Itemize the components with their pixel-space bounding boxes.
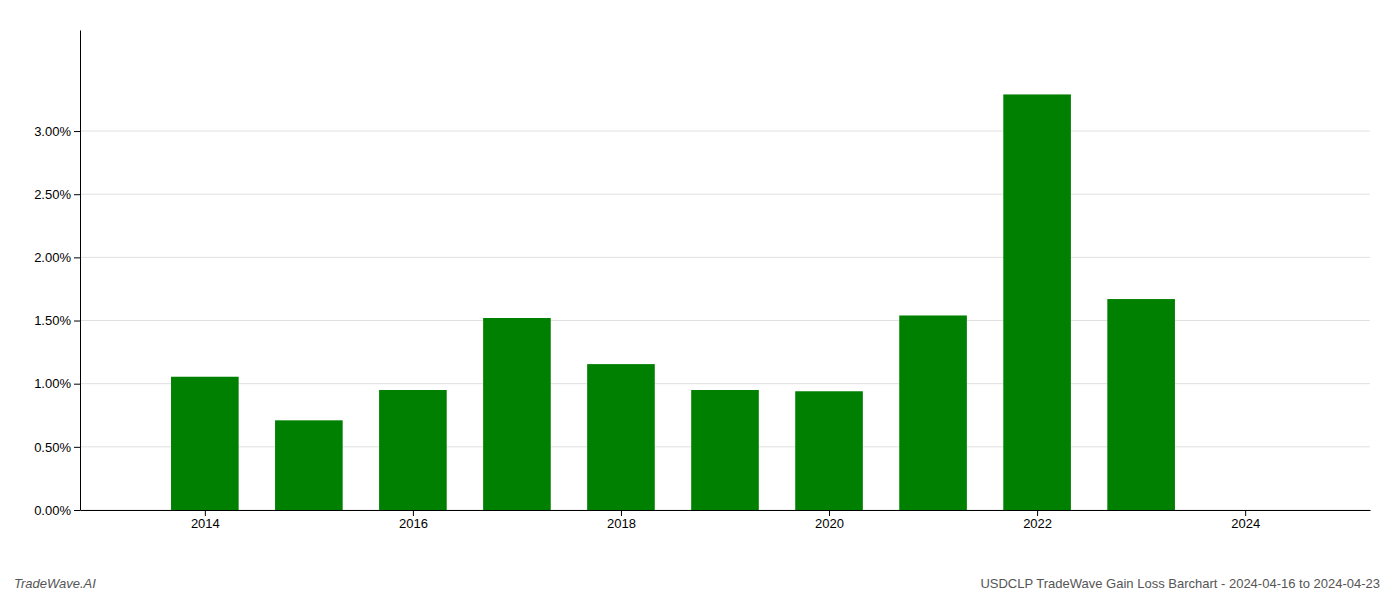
y-tick-mark [74, 321, 80, 322]
y-tick: 1.50% [34, 313, 80, 328]
chart: 2014 2016 2018 2020 2022 2024 0.00% 0.50% 1.00% 1… [0, 0, 1400, 600]
y-tick-label: 1.00% [34, 376, 71, 391]
grid [80, 131, 1370, 510]
x-tick-label: 2016 [399, 516, 428, 531]
y-tick: 0.00% [34, 503, 80, 518]
title: USDCLP TradeWave Gain Loss Barchart - 20… [980, 576, 1380, 591]
x-tick: 2022 [1023, 510, 1052, 531]
bar [691, 390, 759, 510]
plot: 2014 2016 2018 2020 2022 2024 0.00% 0.50% 1.00% 1… [34, 31, 1370, 532]
y-tick-label: 1.50% [34, 313, 71, 328]
y-tick-label: 2.00% [34, 250, 71, 265]
bar [587, 364, 655, 510]
x-tick: 2018 [607, 510, 636, 531]
annotation: TradeWave.AI [14, 576, 96, 591]
grid-line [80, 320, 1370, 321]
y-axis: 0.00% 0.50% 1.00% 1.50% 2.00% 2.50% 3.00% [34, 31, 80, 518]
y-tick: 0.50% [34, 440, 80, 455]
x-tick-label: 2014 [191, 516, 220, 531]
bar [1003, 94, 1071, 510]
y-tick-mark [74, 510, 80, 511]
x-tick-mark [1245, 510, 1246, 516]
y-tick: 2.00% [34, 250, 80, 265]
x-tick-label: 2018 [607, 516, 636, 531]
bar [899, 315, 967, 510]
x-tick-mark [413, 510, 414, 516]
y-tick-mark [74, 131, 80, 132]
y-tick-label: 0.00% [34, 503, 71, 518]
y-axis-line [80, 31, 81, 511]
bars [171, 94, 1175, 510]
x-tick: 2016 [399, 510, 428, 531]
x-axis: 2014 2016 2018 2020 2022 2024 [81, 510, 1371, 531]
x-axis-line [81, 510, 1371, 511]
x-tick: 2024 [1231, 510, 1260, 531]
bar [483, 318, 551, 510]
x-tick-mark [829, 510, 830, 516]
bar [275, 420, 343, 510]
y-tick-mark [74, 384, 80, 385]
grid-line [80, 131, 1370, 132]
y-tick-label: 0.50% [34, 440, 71, 455]
x-tick-mark [621, 510, 622, 516]
grid-line [80, 257, 1370, 258]
x-tick-label: 2024 [1231, 516, 1260, 531]
x-tick-label: 2022 [1023, 516, 1052, 531]
x-tick-label: 2020 [815, 516, 844, 531]
grid-line [80, 194, 1370, 195]
bar [795, 391, 863, 510]
x-tick-mark [1037, 510, 1038, 516]
y-tick-mark [74, 257, 80, 258]
y-tick-mark [74, 194, 80, 195]
x-tick: 2020 [815, 510, 844, 531]
bar [1107, 299, 1175, 510]
bar [379, 390, 447, 510]
x-tick: 2014 [191, 510, 220, 531]
y-tick-label: 3.00% [34, 124, 71, 139]
y-tick: 3.00% [34, 124, 80, 139]
y-tick-label: 2.50% [34, 187, 71, 202]
x-tick-mark [205, 510, 206, 516]
y-tick: 1.00% [34, 376, 80, 391]
y-tick: 2.50% [34, 187, 80, 202]
grid-line [80, 383, 1370, 384]
bar [171, 377, 239, 510]
y-tick-mark [74, 447, 80, 448]
